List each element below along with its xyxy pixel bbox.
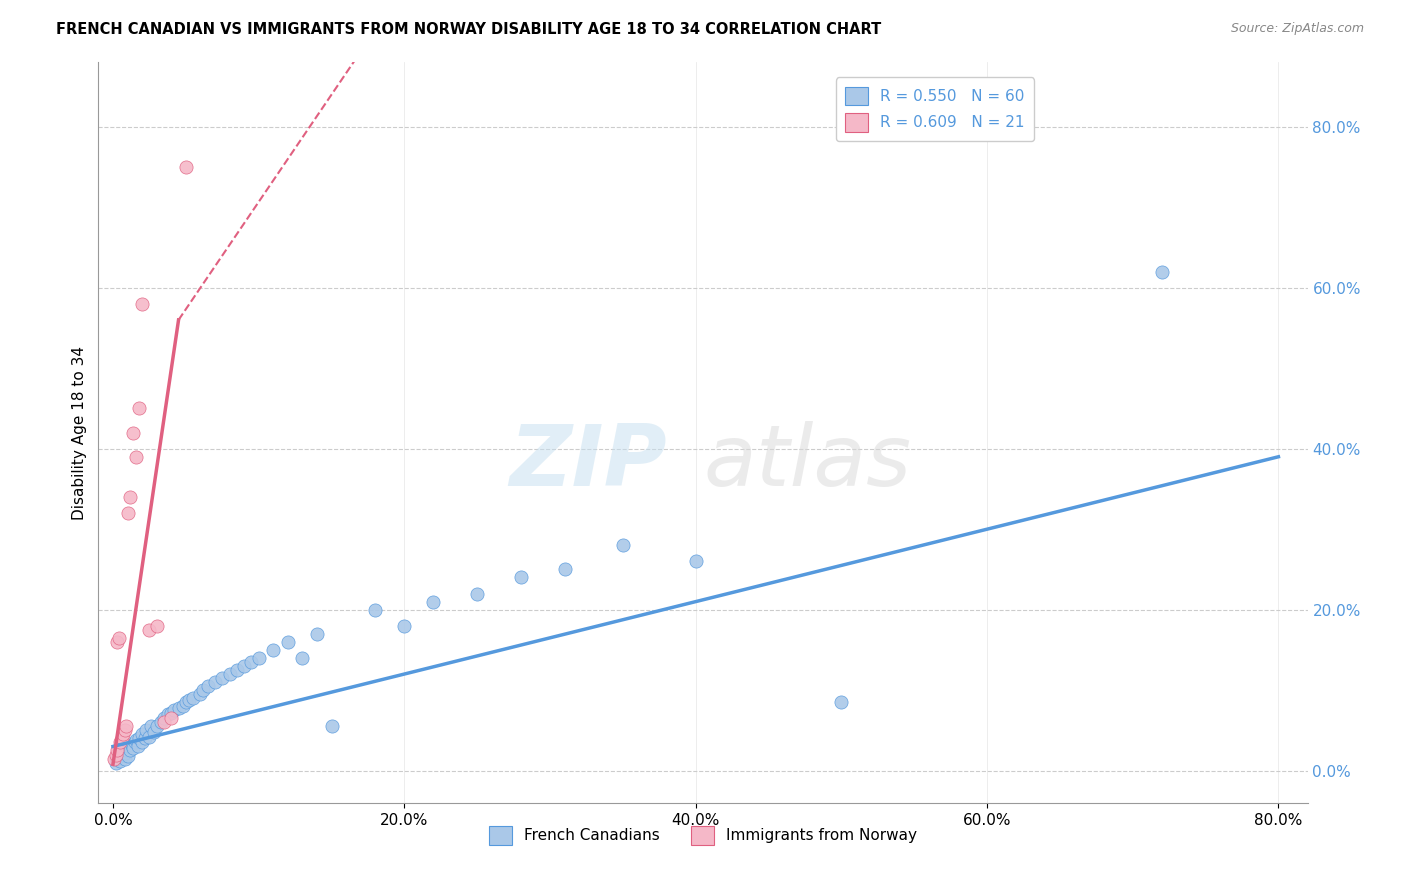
Point (262, 643, 284, 657)
Point (125, 733, 148, 747)
Point (124, 735, 146, 749)
Text: ZIP: ZIP (509, 421, 666, 504)
Point (612, 538, 634, 552)
Point (114, 723, 136, 738)
Point (218, 667, 240, 681)
Point (291, 651, 314, 665)
Point (110, 754, 132, 768)
Point (131, 727, 153, 741)
Point (128, 731, 150, 746)
Point (134, 731, 156, 746)
Point (240, 655, 263, 669)
Point (193, 683, 215, 698)
Text: atlas: atlas (703, 421, 911, 504)
Point (321, 719, 343, 733)
Point (125, 450, 148, 464)
Point (108, 631, 131, 645)
Point (394, 619, 416, 633)
Y-axis label: Disability Age 18 to 34: Disability Age 18 to 34 (72, 345, 87, 520)
Point (364, 602, 387, 616)
Point (190, 687, 212, 701)
Point (509, 570, 531, 584)
Point (138, 730, 160, 744)
Point (120, 490, 142, 504)
Point (110, 749, 132, 764)
Point (145, 719, 167, 733)
Point (157, 707, 180, 722)
Point (131, 297, 153, 311)
Point (112, 727, 135, 741)
Point (142, 725, 165, 739)
Point (120, 743, 142, 757)
Point (225, 663, 247, 677)
Point (153, 711, 176, 725)
Point (121, 738, 143, 752)
Point (111, 731, 134, 746)
Point (150, 715, 173, 730)
Point (105, 743, 128, 757)
Point (197, 679, 219, 693)
Point (114, 751, 136, 765)
Point (177, 693, 200, 707)
Point (153, 715, 176, 730)
Point (117, 749, 139, 764)
Point (114, 746, 136, 760)
Point (233, 659, 256, 673)
Point (172, 699, 194, 714)
Point (104, 756, 127, 770)
Text: Source: ZipAtlas.com: Source: ZipAtlas.com (1230, 22, 1364, 36)
Point (138, 623, 160, 637)
Point (685, 554, 707, 568)
Point (104, 747, 127, 762)
Point (105, 635, 128, 649)
Point (305, 627, 328, 641)
Legend: French Canadians, Immigrants from Norway: French Canadians, Immigrants from Norway (484, 820, 922, 851)
Point (122, 741, 145, 756)
Point (160, 706, 183, 720)
Point (117, 506, 139, 520)
Text: FRENCH CANADIAN VS IMMIGRANTS FROM NORWAY DISABILITY AGE 18 TO 34 CORRELATION CH: FRENCH CANADIAN VS IMMIGRANTS FROM NORWA… (56, 22, 882, 37)
Point (145, 619, 167, 633)
Point (110, 735, 132, 749)
Point (211, 671, 233, 685)
Point (103, 751, 125, 765)
Point (105, 751, 128, 765)
Point (128, 401, 150, 416)
Point (139, 719, 162, 733)
Point (163, 703, 186, 717)
Point (247, 651, 270, 665)
Point (554, 562, 576, 576)
Point (160, 711, 183, 725)
Point (117, 739, 139, 754)
Point (167, 701, 190, 715)
Point (422, 594, 444, 608)
Point (115, 743, 138, 757)
Point (465, 586, 488, 600)
Point (174, 695, 197, 709)
Point (181, 691, 204, 706)
Point (131, 735, 153, 749)
Point (112, 747, 135, 762)
Point (174, 160, 197, 174)
Point (135, 723, 157, 738)
Point (277, 635, 299, 649)
Point (1150, 265, 1173, 279)
Point (204, 675, 226, 690)
Point (830, 695, 852, 709)
Point (127, 739, 149, 754)
Point (122, 425, 145, 440)
Point (115, 719, 138, 733)
